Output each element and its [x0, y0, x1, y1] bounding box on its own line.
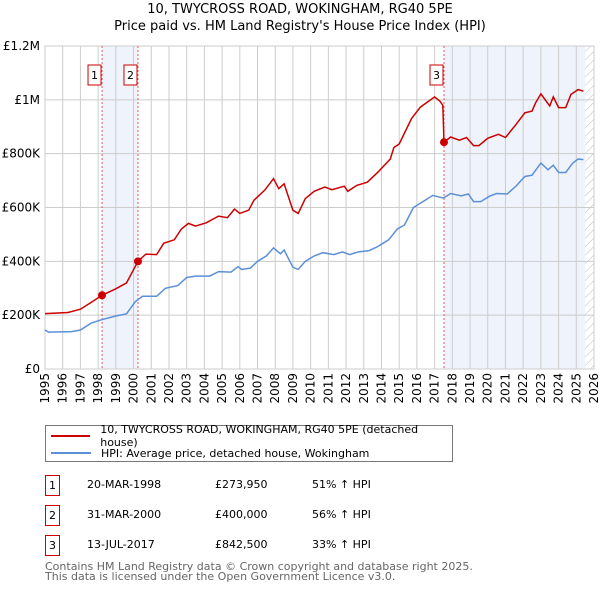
- sale-hpi-change: 33% ↑ HPI: [312, 538, 371, 551]
- sale-hpi-change: 51% ↑ HPI: [312, 478, 371, 491]
- sale-date: 20-MAR-1998: [87, 478, 162, 491]
- y-tick-label: £200K: [2, 308, 42, 322]
- x-tick-label: 1998: [91, 373, 105, 404]
- y-tick-label: £800K: [2, 147, 42, 161]
- x-tick-label: 2001: [144, 373, 158, 404]
- x-tick-label: 2004: [197, 373, 211, 404]
- sale-point: [98, 291, 107, 300]
- hpi-line: [44, 158, 584, 333]
- x-tick-label: 1997: [73, 373, 87, 404]
- sale-label-number: 1: [91, 69, 98, 82]
- sale-number-badge: 1: [45, 475, 60, 496]
- sale-point: [439, 138, 448, 147]
- x-tick-label: 2000: [127, 373, 141, 404]
- x-tick-label: 2005: [215, 373, 229, 404]
- legend-item-hpi: HPI: Average price, detached house, Woki…: [51, 445, 369, 461]
- sale-price: £842,500: [215, 538, 268, 551]
- legend: 10, TWYCROSS ROAD, WOKINGHAM, RG40 5PE (…: [45, 423, 453, 462]
- price-chart: 1995 1996 1997 1998 1999 2000 2001 2002 2003 2004…: [2, 39, 600, 404]
- x-tick-label: 2011: [321, 373, 335, 404]
- x-tick-label: 2017: [428, 373, 442, 404]
- y-tick-label: £0: [25, 362, 40, 376]
- sale-row: 1 20-MAR-1998 £273,950 51% ↑ HPI: [45, 475, 465, 496]
- x-tick-label: 2012: [339, 373, 353, 404]
- footer-licence: This data is licensed under the Open Gov…: [45, 570, 396, 583]
- y-tick-label: £400K: [2, 254, 42, 268]
- sale-label-box: [123, 64, 138, 86]
- x-tick-label: 1999: [109, 373, 123, 404]
- x-tick-label: 2002: [162, 373, 176, 404]
- footer-copyright: Contains HM Land Registry data © Crown c…: [45, 560, 473, 573]
- sale-point: [133, 257, 142, 266]
- sale-label-box: [429, 64, 444, 86]
- chart-title: 10, TWYCROSS ROAD, WOKINGHAM, RG40 5PE: [147, 2, 453, 17]
- legend-swatch-blue: [51, 452, 91, 454]
- plot-border: [44, 45, 595, 370]
- x-tick-label: 2024: [552, 373, 566, 404]
- x-tick-label: 2010: [304, 373, 318, 404]
- y-tick-label: £1.2M: [3, 39, 40, 53]
- x-tick-label: 2018: [445, 373, 459, 404]
- x-tick-label: 2026: [587, 373, 600, 404]
- legend-label-property: 10, TWYCROSS ROAD, WOKINGHAM, RG40 5PE (…: [100, 423, 419, 449]
- x-tick-label: 2022: [516, 373, 530, 404]
- x-tick-label: 2009: [286, 373, 300, 404]
- sale-row: 3 13-JUL-2017 £842,500 33% ↑ HPI: [45, 535, 465, 556]
- legend-swatch-red: [51, 435, 91, 437]
- x-tick-label: 2007: [251, 373, 265, 404]
- x-tick-label: 2020: [481, 373, 495, 404]
- sale-date: 13-JUL-2017: [87, 538, 155, 551]
- x-tick-label: 2019: [463, 373, 477, 404]
- legend-item-property: 10, TWYCROSS ROAD, WOKINGHAM, RG40 5PE (…: [51, 423, 452, 449]
- legend-label-hpi: HPI: Average price, detached house, Woki…: [101, 446, 370, 460]
- x-tick-label: 2003: [180, 373, 194, 404]
- x-tick-label: 2021: [498, 373, 512, 404]
- x-tick-label: 2008: [268, 373, 282, 404]
- sale-number-badge: 2: [45, 505, 60, 526]
- x-tick-label: 2016: [410, 373, 424, 404]
- x-tick-label: 2025: [569, 373, 583, 404]
- sale-price: £273,950: [215, 478, 268, 491]
- y-tick-label: £600K: [2, 201, 42, 215]
- x-tick-label: 2015: [392, 373, 406, 404]
- x-tick-label: 2014: [374, 373, 388, 404]
- x-tick-label: 2023: [534, 373, 548, 404]
- sale-row: 2 31-MAR-2000 £400,000 56% ↑ HPI: [45, 505, 465, 526]
- sale-label-box: [87, 64, 102, 86]
- sale-number-badge: 3: [45, 535, 60, 556]
- x-tick-label: 1996: [56, 373, 70, 404]
- sale-label-number: 3: [433, 69, 440, 82]
- sale-label-number: 2: [127, 69, 134, 82]
- chart-subtitle: Price paid vs. HM Land Registry's House …: [114, 19, 486, 34]
- sale-hpi-change: 56% ↑ HPI: [312, 508, 371, 521]
- x-tick-label: 1995: [38, 373, 52, 404]
- property-price-line: [44, 88, 584, 315]
- sale-date: 31-MAR-2000: [87, 508, 162, 521]
- sale-price: £400,000: [215, 508, 268, 521]
- x-tick-label: 2006: [233, 373, 247, 404]
- y-tick-label: £1M: [14, 93, 40, 107]
- x-tick-label: 2013: [357, 373, 371, 404]
